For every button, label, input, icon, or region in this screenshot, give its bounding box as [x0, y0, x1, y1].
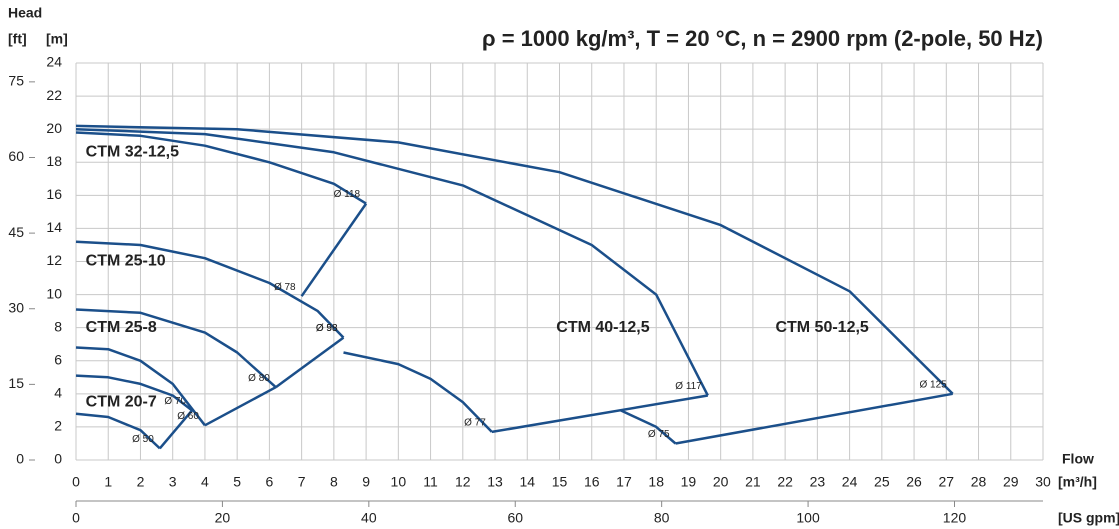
x-tick-label: 6 [266, 474, 274, 490]
y-tick-label: 24 [46, 54, 62, 70]
diameter-label: Ø 60 [177, 411, 199, 422]
pump-name: CTM 40-12,5 [556, 319, 649, 336]
diameter-label: Ø 125 [919, 379, 947, 390]
x-tick-label: 18 [648, 474, 664, 490]
x-tick-label: 10 [391, 474, 407, 490]
y2-tick-label: 45 [8, 224, 24, 240]
x-tick-label: 12 [455, 474, 471, 490]
pump-curve [491, 394, 709, 434]
y-tick-label: 0 [54, 451, 62, 467]
diameter-label: Ø 98 [316, 323, 338, 334]
pump-curve [75, 240, 345, 339]
x-tick-label: 29 [1003, 474, 1019, 490]
x-tick-label: 20 [713, 474, 729, 490]
y-tick-label: 4 [54, 385, 62, 401]
x-tick-label: 9 [362, 474, 370, 490]
x-tick-label: 23 [810, 474, 826, 490]
x-tick-label: 4 [201, 474, 209, 490]
x-tick-label: 28 [971, 474, 987, 490]
pump-curve [300, 202, 368, 297]
y-tick-label: 2 [54, 418, 62, 434]
diameter-label: Ø 117 [675, 381, 702, 392]
y-tick-label: 10 [46, 285, 62, 301]
diameter-label: Ø 118 [334, 189, 361, 200]
x-tick-label: 16 [584, 474, 600, 490]
y-tick-label: 22 [46, 87, 62, 103]
y-tick-label: 16 [46, 186, 62, 202]
x2-tick-label: 40 [361, 510, 377, 526]
x-tick-label: 11 [423, 474, 438, 490]
y2-tick-label: 30 [8, 299, 24, 315]
x-tick-label: 7 [298, 474, 306, 490]
x2-tick-label: 20 [215, 510, 231, 526]
pump-curve [275, 336, 345, 389]
x-tick-label: 2 [137, 474, 145, 490]
y2-unit: [ft] [8, 31, 27, 47]
y-tick-label: 14 [46, 219, 62, 235]
diameter-label: Ø 80 [248, 373, 270, 384]
y2-tick-label: 15 [8, 375, 24, 391]
pump-curve [675, 392, 953, 445]
chart-title: ρ = 1000 kg/m³, T = 20 °C, n = 2900 rpm … [482, 26, 1043, 51]
x-tick-label: 15 [552, 474, 568, 490]
x-tick-label: 8 [330, 474, 338, 490]
diameter-label: Ø 70 [164, 396, 186, 407]
y-tick-label: 6 [54, 351, 62, 367]
x-tick-label: 13 [487, 474, 503, 490]
y-tick-label: 20 [46, 120, 62, 136]
x-tick-label: 17 [616, 474, 632, 490]
x-tick-label: 27 [939, 474, 955, 490]
y2-tick-label: 60 [8, 148, 24, 164]
y2-tick-label: 0 [16, 451, 24, 467]
x-tick-label: 5 [233, 474, 241, 490]
pump-curve [343, 351, 493, 433]
pump-curve [75, 127, 709, 397]
x2-unit: [US gpm] [1058, 510, 1119, 526]
x-tick-label: 25 [874, 474, 890, 490]
diameter-label: Ø 78 [274, 282, 296, 293]
x-tick-label: 3 [169, 474, 177, 490]
x2-tick-label: 100 [796, 510, 820, 526]
pump-name: CTM 20-7 [86, 393, 157, 410]
y-tick-label: 18 [46, 153, 62, 169]
x-unit: [m³/h] [1058, 474, 1097, 490]
pump-curve [75, 131, 367, 205]
y-tick-label: 8 [54, 318, 62, 334]
x-tick-label: 22 [777, 474, 793, 490]
pump-curve [75, 346, 206, 427]
pump-curve [75, 308, 277, 389]
x-axis-label: Flow [1062, 451, 1094, 467]
pump-name: CTM 25-10 [86, 253, 166, 270]
pump-name: CTM 25-8 [86, 319, 157, 336]
pump-curve [158, 409, 193, 450]
diameter-label: Ø 50 [132, 434, 154, 445]
y2-tick-label: 75 [8, 73, 24, 89]
x-tick-label: 30 [1035, 474, 1051, 490]
x2-tick-label: 60 [507, 510, 523, 526]
pump-name: CTM 50-12,5 [775, 319, 868, 336]
diameter-label: Ø 75 [648, 429, 670, 440]
diameter-label: Ø 77 [464, 418, 486, 429]
x-tick-label: 26 [906, 474, 922, 490]
pump-curve [204, 386, 277, 427]
x-tick-label: 21 [745, 474, 761, 490]
y-tick-label: 12 [46, 252, 62, 268]
x2-tick-label: 80 [654, 510, 670, 526]
y-axis-label: Head [8, 5, 42, 21]
pump-curve [75, 124, 954, 395]
x-tick-label: 14 [519, 474, 535, 490]
x-tick-label: 1 [104, 474, 112, 490]
diameter-label: Ø 58 [316, 323, 338, 334]
pump-name: CTM 32-12,5 [86, 144, 179, 161]
x-tick-label: 24 [842, 474, 858, 490]
x-tick-label: 0 [72, 474, 80, 490]
x-tick-label: 19 [681, 474, 697, 490]
x2-tick-label: 120 [943, 510, 967, 526]
y-unit: [m] [46, 31, 68, 47]
x2-tick-label: 0 [72, 510, 80, 526]
pump-curve [75, 374, 193, 412]
pump-curve [620, 409, 677, 445]
pump-curve [75, 412, 161, 450]
